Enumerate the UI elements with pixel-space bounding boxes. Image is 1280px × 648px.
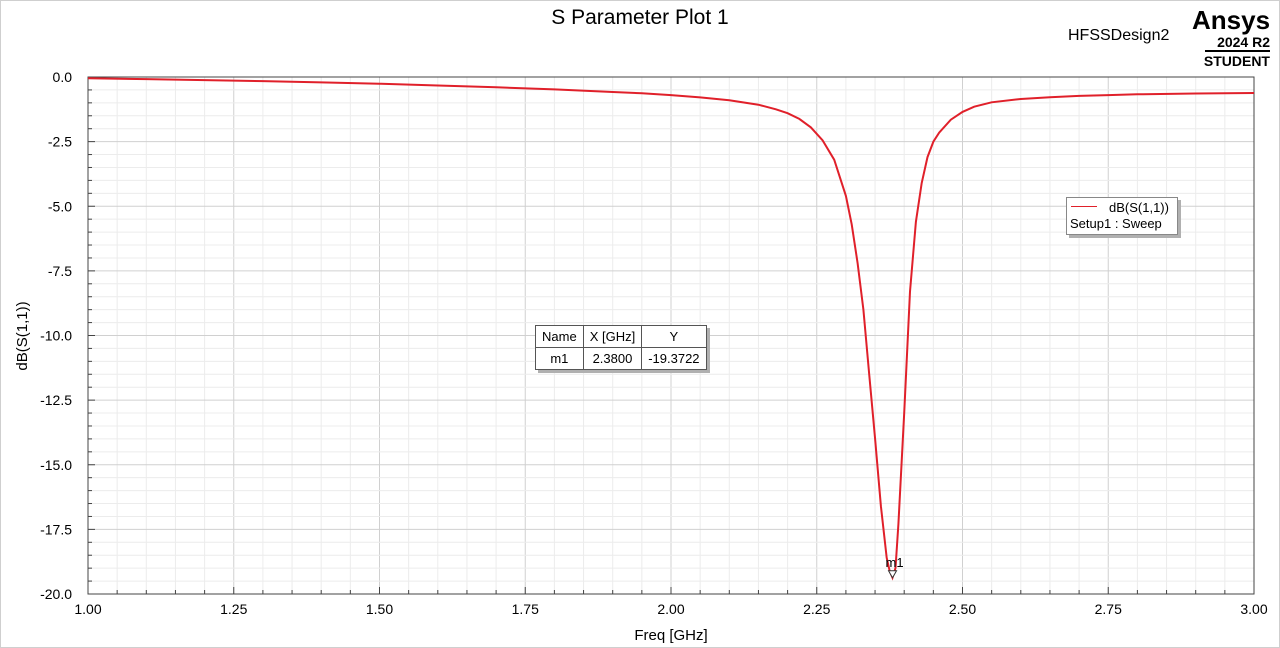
marker-y-cell: -19.3722 xyxy=(641,347,707,370)
legend-setup-label: Setup1 : Sweep xyxy=(1070,216,1162,231)
x-tick-label: 1.25 xyxy=(220,601,247,617)
marker-table-header-row: Name X [GHz] Y xyxy=(535,325,707,348)
marker-table-row: m1 2.3800 -19.3722 xyxy=(535,347,707,370)
marker-table[interactable]: Name X [GHz] Y m1 2.3800 -19.3722 xyxy=(535,325,707,370)
trace-s11 xyxy=(87,77,1255,581)
y-tick-label: -20.0 xyxy=(40,586,72,602)
marker-label: m1 xyxy=(886,555,904,570)
ansys-logo: Ansys 2024 R2 STUDENT xyxy=(1192,6,1270,70)
design-name: HFSSDesign2 xyxy=(1068,27,1170,44)
y-tick-label: -7.5 xyxy=(48,263,72,279)
marker-table-header: Name xyxy=(535,325,584,348)
x-tick-label: 2.00 xyxy=(657,601,684,617)
x-tick-label: 2.50 xyxy=(949,601,976,617)
y-tick-label: -17.5 xyxy=(40,521,72,537)
y-tick-label: -12.5 xyxy=(40,392,72,408)
y-axis-label: dB(S(1,1)) xyxy=(14,301,31,370)
y-tick-label: -2.5 xyxy=(48,134,72,150)
x-tick-label: 3.00 xyxy=(1240,601,1267,617)
legend-swatch xyxy=(1071,206,1097,207)
plot-title: S Parameter Plot 1 xyxy=(551,6,729,29)
marker-x-cell: 2.3800 xyxy=(582,347,643,370)
brand-name: Ansys xyxy=(1192,5,1271,35)
brand-version: 2024 R2 xyxy=(1205,34,1270,52)
x-tick-label: 2.25 xyxy=(803,601,830,617)
marker-triangle xyxy=(887,570,898,579)
x-axis-label: Freq [GHz] xyxy=(634,627,707,644)
y-tick-label: -10.0 xyxy=(40,328,72,344)
y-tick-label: -5.0 xyxy=(48,198,72,214)
legend-box[interactable]: dB(S(1,1)) Setup1 : Sweep xyxy=(1066,197,1178,235)
grid xyxy=(87,76,1255,595)
axis-ticks: 1.00 1.25 1.50 1.75 2.00 2.25 2.50 2.75 3.00 0.0 -… xyxy=(40,69,1268,617)
x-tick-label: 2.75 xyxy=(1095,601,1122,617)
x-tick-label: 1.00 xyxy=(74,601,101,617)
marker-table-header: Y xyxy=(641,325,707,348)
y-tick-label: -15.0 xyxy=(40,457,72,473)
y-tick-label: 0.0 xyxy=(53,69,73,85)
marker-table-header: X [GHz] xyxy=(582,325,643,348)
x-tick-label: 1.50 xyxy=(366,601,393,617)
brand-edition: STUDENT xyxy=(1203,53,1270,69)
marker-name-cell: m1 xyxy=(535,347,584,370)
legend-trace-label: dB(S(1,1)) xyxy=(1109,200,1169,215)
x-tick-label: 1.75 xyxy=(512,601,539,617)
markers: m1 xyxy=(886,555,904,579)
